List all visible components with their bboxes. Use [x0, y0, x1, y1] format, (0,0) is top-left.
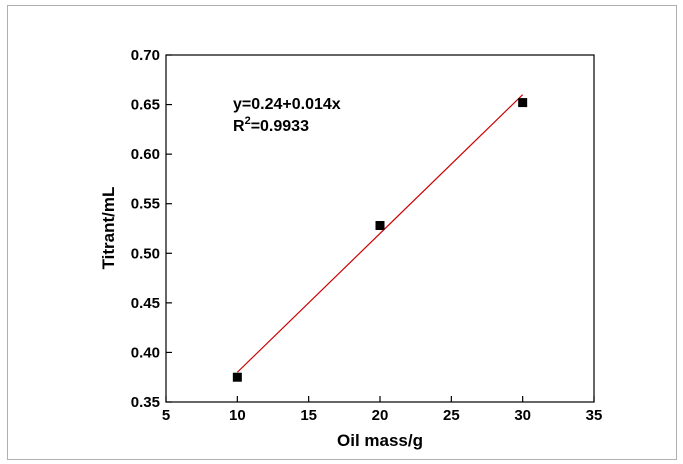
x-axis: 5 10 15 20 25 30 35 — [162, 396, 603, 424]
fit-line — [237, 95, 522, 373]
y-axis-title: Titrant/mL — [99, 187, 118, 270]
r-squared-label: R2=0.9933 — [233, 115, 309, 135]
fit-equation: y=0.24+0.014x — [233, 96, 341, 113]
data-point — [233, 373, 242, 382]
y-tick-label: 0.55 — [131, 196, 160, 213]
y-tick-label: 0.45 — [131, 295, 160, 312]
data-point — [376, 221, 385, 230]
x-tick-label: 5 — [162, 407, 170, 424]
x-tick-label: 30 — [514, 407, 531, 424]
fit-line-group — [237, 95, 522, 373]
data-point — [518, 98, 527, 107]
y-tick-label: 0.70 — [131, 47, 160, 64]
y-tick-label: 0.40 — [131, 344, 160, 361]
x-tick-label: 25 — [443, 407, 460, 424]
x-tick-label: 35 — [586, 407, 603, 424]
y-tick-label: 0.50 — [131, 245, 160, 262]
y-tick-label: 0.65 — [131, 97, 160, 114]
r-squared-value: =0.9933 — [251, 118, 309, 135]
y-tick-label: 0.60 — [131, 146, 160, 163]
x-axis-title: Oil mass/g — [337, 431, 423, 450]
x-tick-label: 10 — [229, 407, 246, 424]
r-squared-prefix: R — [233, 118, 245, 135]
x-tick-label: 15 — [300, 407, 317, 424]
data-points — [233, 98, 527, 382]
y-tick-label: 0.35 — [131, 394, 160, 411]
x-tick-label: 20 — [372, 407, 389, 424]
